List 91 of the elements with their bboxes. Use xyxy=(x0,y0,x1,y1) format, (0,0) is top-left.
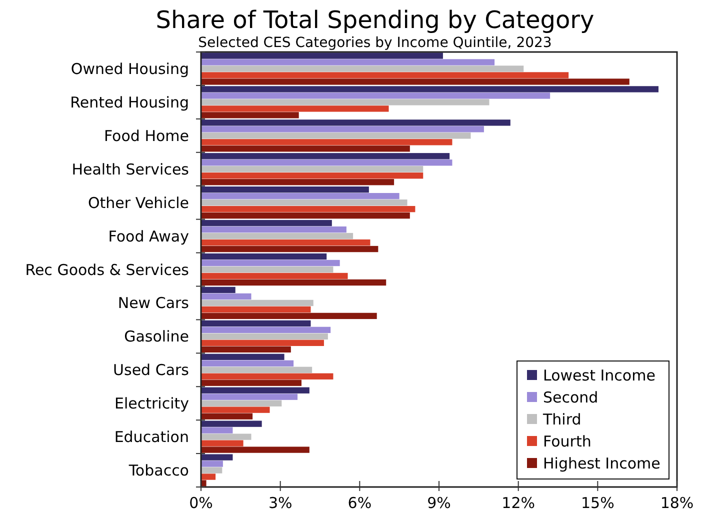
bar xyxy=(201,272,348,280)
bar xyxy=(201,312,377,320)
bar xyxy=(201,340,324,346)
bar xyxy=(201,92,550,99)
bar xyxy=(201,306,311,313)
x-tick-label: 6% xyxy=(348,494,372,512)
bar xyxy=(201,99,490,106)
bar xyxy=(201,366,312,373)
y-tick-label: Food Home xyxy=(104,126,189,145)
bar xyxy=(201,286,236,294)
bar xyxy=(201,394,298,400)
bar xyxy=(201,406,270,413)
legend-label: Fourth xyxy=(543,432,592,450)
x-tick-label: 9% xyxy=(427,494,451,512)
y-tick-label: Health Services xyxy=(72,160,190,178)
bar xyxy=(201,380,302,386)
bar xyxy=(201,186,369,193)
bar xyxy=(201,160,452,166)
bar xyxy=(201,199,408,206)
bar xyxy=(201,212,410,219)
bar xyxy=(201,146,410,152)
bar xyxy=(201,346,291,352)
bar xyxy=(201,266,334,273)
x-tick-label: 15% xyxy=(580,494,614,512)
bar xyxy=(201,400,282,406)
bar xyxy=(201,232,354,240)
bar xyxy=(201,226,346,233)
bar xyxy=(201,320,311,327)
y-tick-label: Owned Housing xyxy=(70,60,189,78)
x-tick-label: 18% xyxy=(660,494,694,512)
bar xyxy=(201,413,253,420)
bar xyxy=(201,106,389,112)
bar xyxy=(201,387,310,394)
y-tick-label: Gasoline xyxy=(124,328,189,346)
bar xyxy=(201,300,314,306)
bar xyxy=(201,253,327,260)
bar xyxy=(201,467,222,474)
x-tick-label: 3% xyxy=(268,494,292,512)
bar xyxy=(201,440,244,446)
bar xyxy=(201,193,400,200)
bar xyxy=(201,460,223,467)
bar xyxy=(201,239,370,246)
bar xyxy=(201,373,334,380)
bar xyxy=(201,454,233,460)
y-tick-label: Rented Housing xyxy=(70,93,189,112)
bar xyxy=(201,139,452,146)
y-tick-label: Other Vehicle xyxy=(88,194,189,212)
bar xyxy=(201,206,416,212)
bar xyxy=(201,59,495,66)
y-tick-label: Used Cars xyxy=(113,361,190,380)
legend-label: Second xyxy=(543,388,598,406)
bar xyxy=(201,220,332,226)
bar xyxy=(201,474,216,480)
bar xyxy=(201,260,340,266)
bar xyxy=(201,246,378,252)
x-tick-label: 0% xyxy=(189,494,213,512)
bar xyxy=(201,427,233,434)
bar xyxy=(201,179,394,186)
bar xyxy=(201,420,262,427)
bar xyxy=(201,153,450,160)
y-tick-label: Education xyxy=(114,428,189,446)
bar xyxy=(201,52,443,59)
bar xyxy=(201,446,310,453)
legend-label: Highest Income xyxy=(543,454,660,472)
bar xyxy=(201,66,524,72)
bar xyxy=(201,126,484,132)
bar xyxy=(201,72,569,78)
bar xyxy=(201,132,471,139)
x-tick-label: 12% xyxy=(502,494,536,512)
bar xyxy=(201,326,331,334)
y-tick-label: New Cars xyxy=(118,294,190,312)
chart-title: Share of Total Spending by Category xyxy=(156,6,594,34)
bar xyxy=(201,434,252,440)
bar xyxy=(201,360,294,366)
bar xyxy=(201,78,630,85)
y-tick-label: Rec Goods & Services xyxy=(25,260,190,279)
y-tick-label: Food Away xyxy=(108,227,190,246)
bar xyxy=(201,354,284,360)
legend-label: Lowest Income xyxy=(543,366,656,384)
bar xyxy=(201,333,328,340)
chart-subtitle: Selected CES Categories by Income Quintile, 2023 xyxy=(198,35,552,51)
bar xyxy=(201,166,424,172)
bar xyxy=(201,86,658,92)
bar xyxy=(201,293,252,300)
bar xyxy=(201,172,424,179)
bar xyxy=(201,279,386,286)
y-tick-label: Electricity xyxy=(114,394,190,413)
bar xyxy=(201,120,510,126)
legend-label: Third xyxy=(542,410,582,428)
bar xyxy=(201,112,299,118)
y-tick-label: Tobacco xyxy=(128,462,189,480)
